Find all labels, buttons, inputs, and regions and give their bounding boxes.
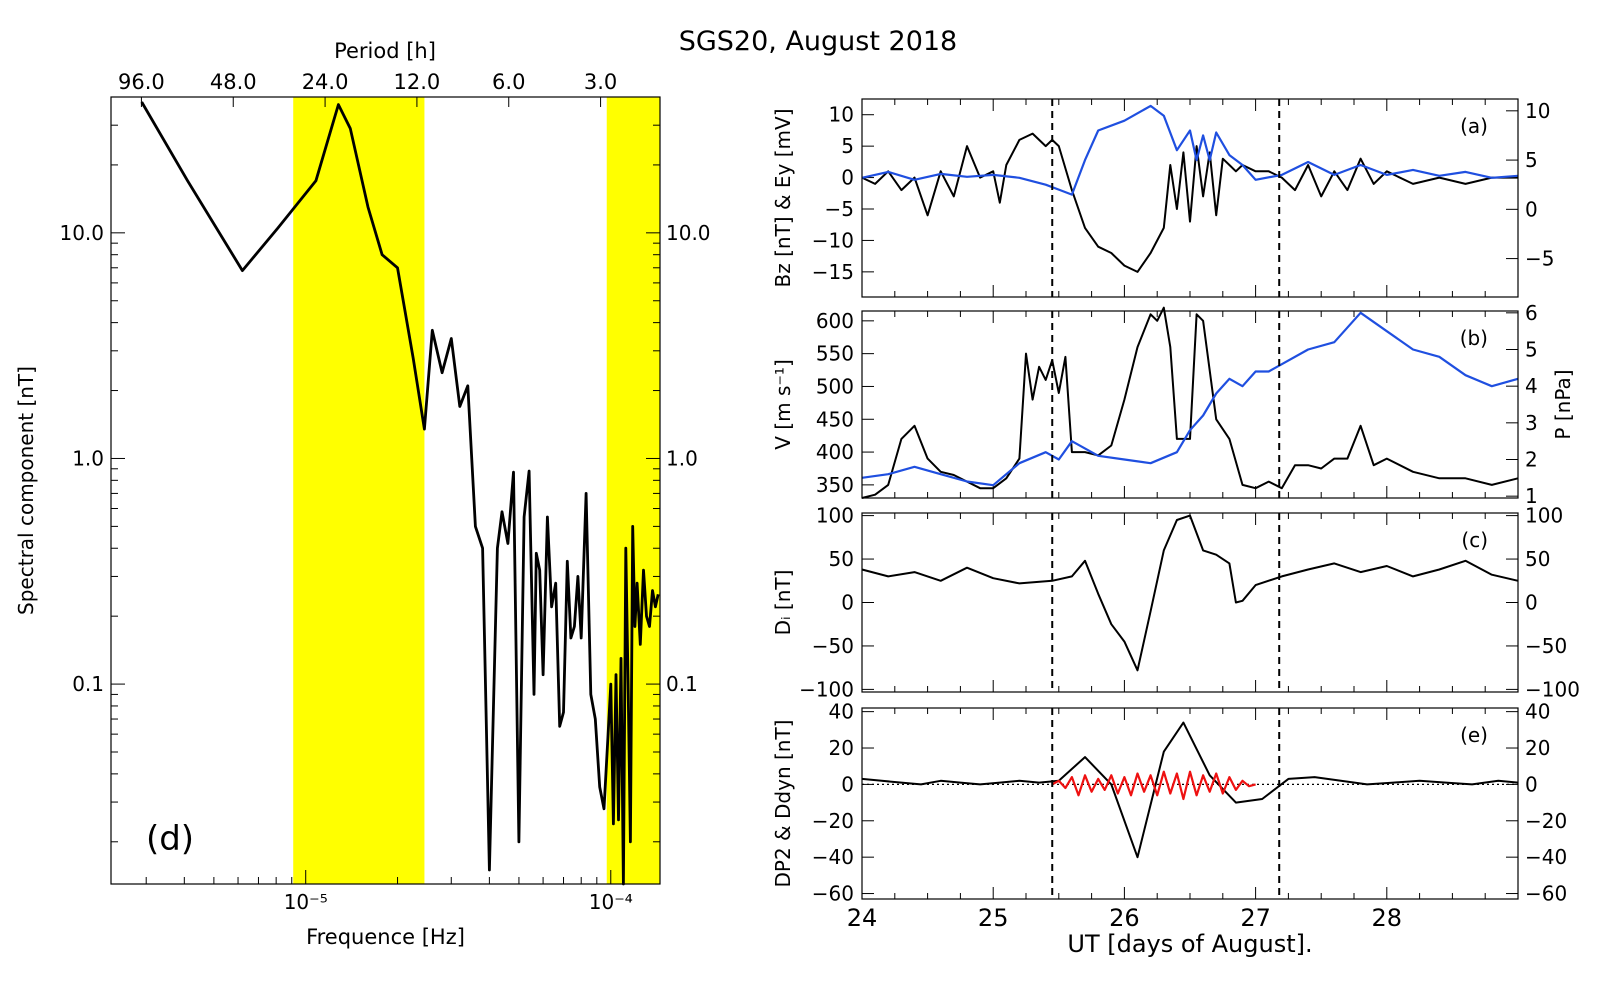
y-tick-label: 100 [816,504,854,528]
x-axis-title: Frequence [Hz] [306,925,465,949]
y-tick-label-right: 6 [1525,301,1538,325]
x-axis-title: UT [days of August]. [1067,930,1312,958]
y-tick-label: 550 [816,342,854,366]
spectrum-panel-d: 96.0 48.0 24.0 12.0 6.0 3.0 10.0 10.0 1.0 1.0 0.1 0… [14,39,711,949]
y-tick-label: −60 [812,882,854,906]
y-tick-label: −40 [812,845,854,869]
plot-frame [861,310,1519,499]
y-tick-label-right: 5 [1525,338,1538,362]
x-tick-label: 27 [1240,904,1271,932]
y-tick-label: −100 [799,677,854,701]
period-tick-label: 48.0 [210,70,257,94]
y-tick-label-right: 10.0 [666,221,711,245]
y-tick-label-right: −50 [1525,634,1567,658]
y-tick-label: 5 [841,134,854,158]
series-line-2 [861,311,1519,487]
y-tick-label: 350 [816,473,854,497]
y-tick-label-right: 40 [1525,700,1550,724]
plot-frame [861,98,1519,298]
y-tick-label: 450 [816,407,854,431]
y-tick-label: −20 [812,809,854,833]
panel-c: 100 50 0 −50 −100 100 50 0 −50 −100 (c) Dᵢ [nT] [771,504,1580,702]
y-tick-label: 600 [816,309,854,333]
panel-e: 40 20 0 −20 −40 −60 40 20 0 −20 −40 −60 (e) DP2 & Ddy… [771,700,1567,958]
x-tick-label: 28 [1372,904,1403,932]
y-axis-title: V [m s⁻¹] [771,359,795,449]
y-tick-label: 0 [841,591,854,615]
y-tick-label-right: 10 [1525,99,1550,123]
y-tick-label-right: 0 [1525,772,1538,796]
x-tick-label: 24 [847,904,878,932]
y-tick-label-right: 20 [1525,736,1550,760]
y-tick-label: 400 [816,440,854,464]
y-tick-label: 0.1 [72,672,104,696]
y-tick-label: 40 [829,700,854,724]
y-axis-title: Spectral component [nT] [14,366,38,615]
panel-a: 10 5 0 −5 −10 −15 10 5 0 −5 (a) Bz [nT] & Ey [mV] [771,98,1554,298]
period-tick-label: 96.0 [118,70,165,94]
y-tick-label-right: 1 [1525,484,1538,508]
plot-frame [861,707,1519,900]
panel-b: 600 550 500 450 400 350 6 5 4 3 2 1 (b) V [m s⁻¹] P [n… [771,301,1575,508]
period-tick-label: 12.0 [394,70,441,94]
y-tick-label-right: −100 [1525,677,1580,701]
period-tick-label: 3.0 [584,70,617,94]
y-tick-label: 1.0 [72,446,104,470]
panel-label: (d) [146,819,194,859]
y-tick-label-right: 4 [1525,374,1538,398]
y-tick-label: 50 [829,547,854,571]
y-tick-label-right: 1.0 [666,446,698,470]
y-tick-label-right: −40 [1525,845,1567,869]
figure-title: SGS20, August 2018 [679,26,958,57]
x-tick-label: 25 [978,904,1009,932]
y-tick-label: 20 [829,736,854,760]
panel-label: (e) [1460,723,1488,747]
y-tick-label-right: 0 [1525,591,1538,615]
y-tick-label: 0 [841,166,854,190]
y2-axis-title: P [nPa] [1551,369,1575,439]
y-tick-label-right: −5 [1525,247,1554,271]
y-tick-label: 10.0 [59,221,104,245]
y-tick-label-right: 2 [1525,448,1538,472]
y-tick-label: 10 [829,103,854,127]
y-tick-label: 0 [841,772,854,796]
y-tick-label: −15 [812,260,854,284]
plot-frame [861,512,1519,693]
y-tick-label-right: 0.1 [666,672,698,696]
top-axis-title: Period [h] [334,39,436,63]
y-tick-label: 500 [816,374,854,398]
series-line-2 [861,104,1519,196]
panel-label: (a) [1460,114,1488,138]
series-line-1 [861,306,1519,499]
ddyn-line [1051,770,1256,801]
shaded-band [293,97,425,884]
y-tick-label: −10 [812,228,854,252]
y-tick-label: −5 [825,197,854,221]
panel-label: (c) [1461,528,1488,552]
panel-label: (b) [1460,326,1488,350]
y-tick-label-right: 3 [1525,411,1538,435]
spectrum-line [140,101,660,886]
y-tick-label-right: 5 [1525,148,1538,172]
x-tick-label: 26 [1109,904,1140,932]
y-tick-label-right: −20 [1525,809,1567,833]
y-axis-title: Dᵢ [nT] [771,570,795,636]
period-tick-label: 24.0 [302,70,349,94]
y-tick-label-right: 50 [1525,547,1550,571]
y-tick-label-right: 100 [1525,504,1563,528]
dp2-line [861,721,1519,859]
y-tick-label: −50 [812,634,854,658]
series-line-1 [861,132,1518,273]
y-tick-label-right: 0 [1525,197,1538,221]
y-axis-title: DP2 & Ddyn [nT] [771,720,795,888]
x-tick-label: 10⁻⁴ [589,890,633,914]
series-line-1 [861,514,1519,672]
x-tick-label: 10⁻⁵ [284,890,328,914]
y-tick-label-right: −60 [1525,882,1567,906]
plot-frame [110,96,661,885]
y-axis-title: Bz [nT] & Ey [mV] [771,109,795,288]
period-tick-label: 6.0 [492,70,525,94]
